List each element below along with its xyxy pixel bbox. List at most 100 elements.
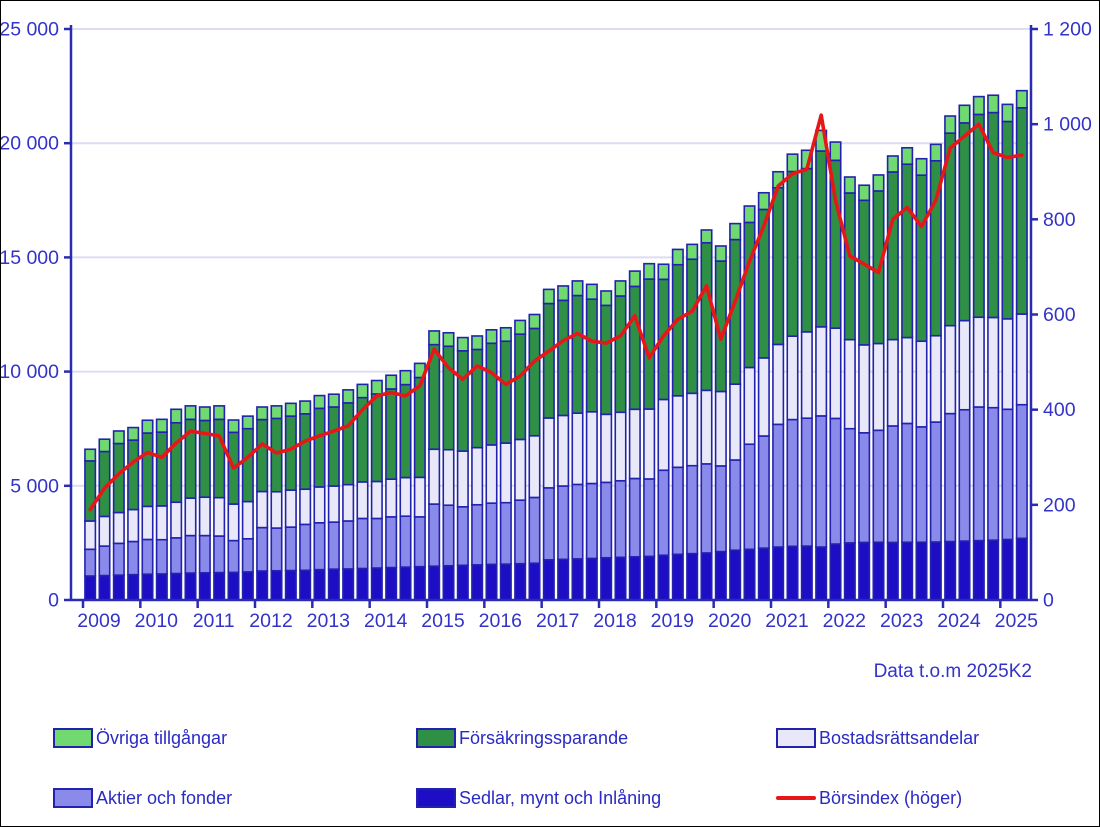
bar-segment <box>413 476 426 518</box>
bar-segment <box>729 459 742 552</box>
bar-segment <box>542 558 555 601</box>
stacked-bar-2012K1 <box>256 406 269 601</box>
bar-segment <box>657 398 670 472</box>
stacked-bar-2025K2 <box>1015 89 1028 601</box>
bar-segment <box>585 482 598 560</box>
x-axis-year-label: 2014 <box>364 610 408 632</box>
bar-segment <box>714 390 727 467</box>
bar-segment <box>313 394 326 410</box>
bar-segment <box>643 555 656 601</box>
bar-segment <box>886 155 899 173</box>
bar-segment <box>241 571 254 601</box>
stacked-bar-2009K4 <box>127 426 140 601</box>
x-axis-year-label: 2022 <box>823 610 866 632</box>
bar-segment <box>585 557 598 601</box>
bar-segment <box>284 402 297 417</box>
stacked-bar-2014K3 <box>399 369 412 601</box>
bar-segment <box>757 435 770 549</box>
right-axis-tick-label: 200 <box>1043 494 1076 516</box>
bar-segment <box>915 541 928 601</box>
bar-segment <box>155 573 168 601</box>
bar-segment <box>571 294 584 414</box>
bar-segment <box>356 567 369 601</box>
bar-segment <box>98 515 111 547</box>
bar-segment <box>313 521 326 571</box>
bar-segment <box>772 546 785 601</box>
bar-segment <box>270 527 283 572</box>
bar-segment <box>256 526 269 572</box>
bar-segment <box>170 501 183 539</box>
bar-segment <box>929 421 942 543</box>
bar-segment <box>170 537 183 575</box>
bar-segment <box>671 395 684 469</box>
bar-segment <box>729 222 742 241</box>
bar-segment <box>987 316 1000 409</box>
bar-segment <box>1001 538 1014 601</box>
bar-segment <box>299 523 312 572</box>
bar-segment <box>399 476 412 517</box>
bar-segment <box>141 419 154 434</box>
bar-segment <box>686 243 699 261</box>
bar-segment <box>299 413 312 491</box>
x-axis-year-label: 2017 <box>536 610 579 632</box>
bar-segment <box>829 327 842 420</box>
bar-segment <box>256 406 269 421</box>
tick-labels: 0 5 000 10 000 15 000 20 000 25 000 0 200 400 600… <box>1 19 1092 633</box>
bar-segment <box>241 537 254 573</box>
bar-segment <box>184 572 197 601</box>
bar-segment <box>944 115 957 134</box>
bar-segment <box>213 405 226 421</box>
bar-segment <box>1001 318 1014 411</box>
bar-segment <box>958 540 971 601</box>
bar-segment <box>528 313 541 330</box>
stacked-bar-2016K4 <box>528 313 541 601</box>
stacked-bar-2015K1 <box>428 330 441 601</box>
bar-segment <box>628 477 641 558</box>
bar-segment <box>127 439 140 511</box>
bar-segment <box>141 573 154 601</box>
left-axis-tick-label: 0 <box>48 590 59 612</box>
bar-segment <box>428 448 441 505</box>
bar-segment <box>514 499 527 565</box>
bar-segment <box>141 432 154 508</box>
bar-segment <box>514 562 527 601</box>
bar-segment <box>800 167 813 333</box>
right-axis-tick-label: 400 <box>1043 399 1076 421</box>
x-axis-year-label: 2013 <box>307 610 350 632</box>
stacked-bar-2022K3 <box>858 184 871 601</box>
bar-segment <box>901 163 914 339</box>
bar-segment <box>514 333 527 441</box>
bar-segment <box>456 564 469 601</box>
bar-segment <box>643 262 656 280</box>
bar-segment <box>743 205 756 224</box>
bar-segment <box>84 520 97 551</box>
bar-segment <box>356 517 369 570</box>
axes <box>64 25 1038 608</box>
bar-segment <box>485 563 498 601</box>
bar-segment <box>542 487 555 561</box>
bar-segment <box>571 558 584 601</box>
stacked-bar-2011K1 <box>198 406 211 601</box>
bar-segment <box>442 564 455 601</box>
bar-segment <box>872 174 885 192</box>
legend-item-sedlar-mynt-inlaning: Sedlar, mynt och Inlåning <box>416 787 661 809</box>
stacked-bar-line-chart: 0 5 000 10 000 15 000 20 000 25 000 0 200 400 600… <box>1 19 1092 633</box>
bar-segment <box>184 405 197 421</box>
bar-segment <box>772 343 785 426</box>
legend-item-forsakringssparande: Försäkringssparande <box>416 727 628 749</box>
bar-segment <box>155 431 168 507</box>
bar-segment <box>198 406 211 422</box>
aktier-och-fonder-swatch-icon <box>53 788 93 808</box>
bar-segment <box>786 170 799 337</box>
bar-segment <box>270 417 283 493</box>
bar-segment <box>98 545 111 577</box>
forsakringssparande-swatch-icon <box>416 728 456 748</box>
bar-segment <box>270 405 283 420</box>
bar-segment <box>270 569 283 601</box>
stacked-bar-2014K1 <box>370 379 383 601</box>
bar-segment <box>198 534 211 574</box>
bar-segment <box>585 283 598 301</box>
stacked-bar-2013K4 <box>356 383 369 601</box>
bar-segment <box>485 328 498 345</box>
bar-segment <box>299 569 312 601</box>
